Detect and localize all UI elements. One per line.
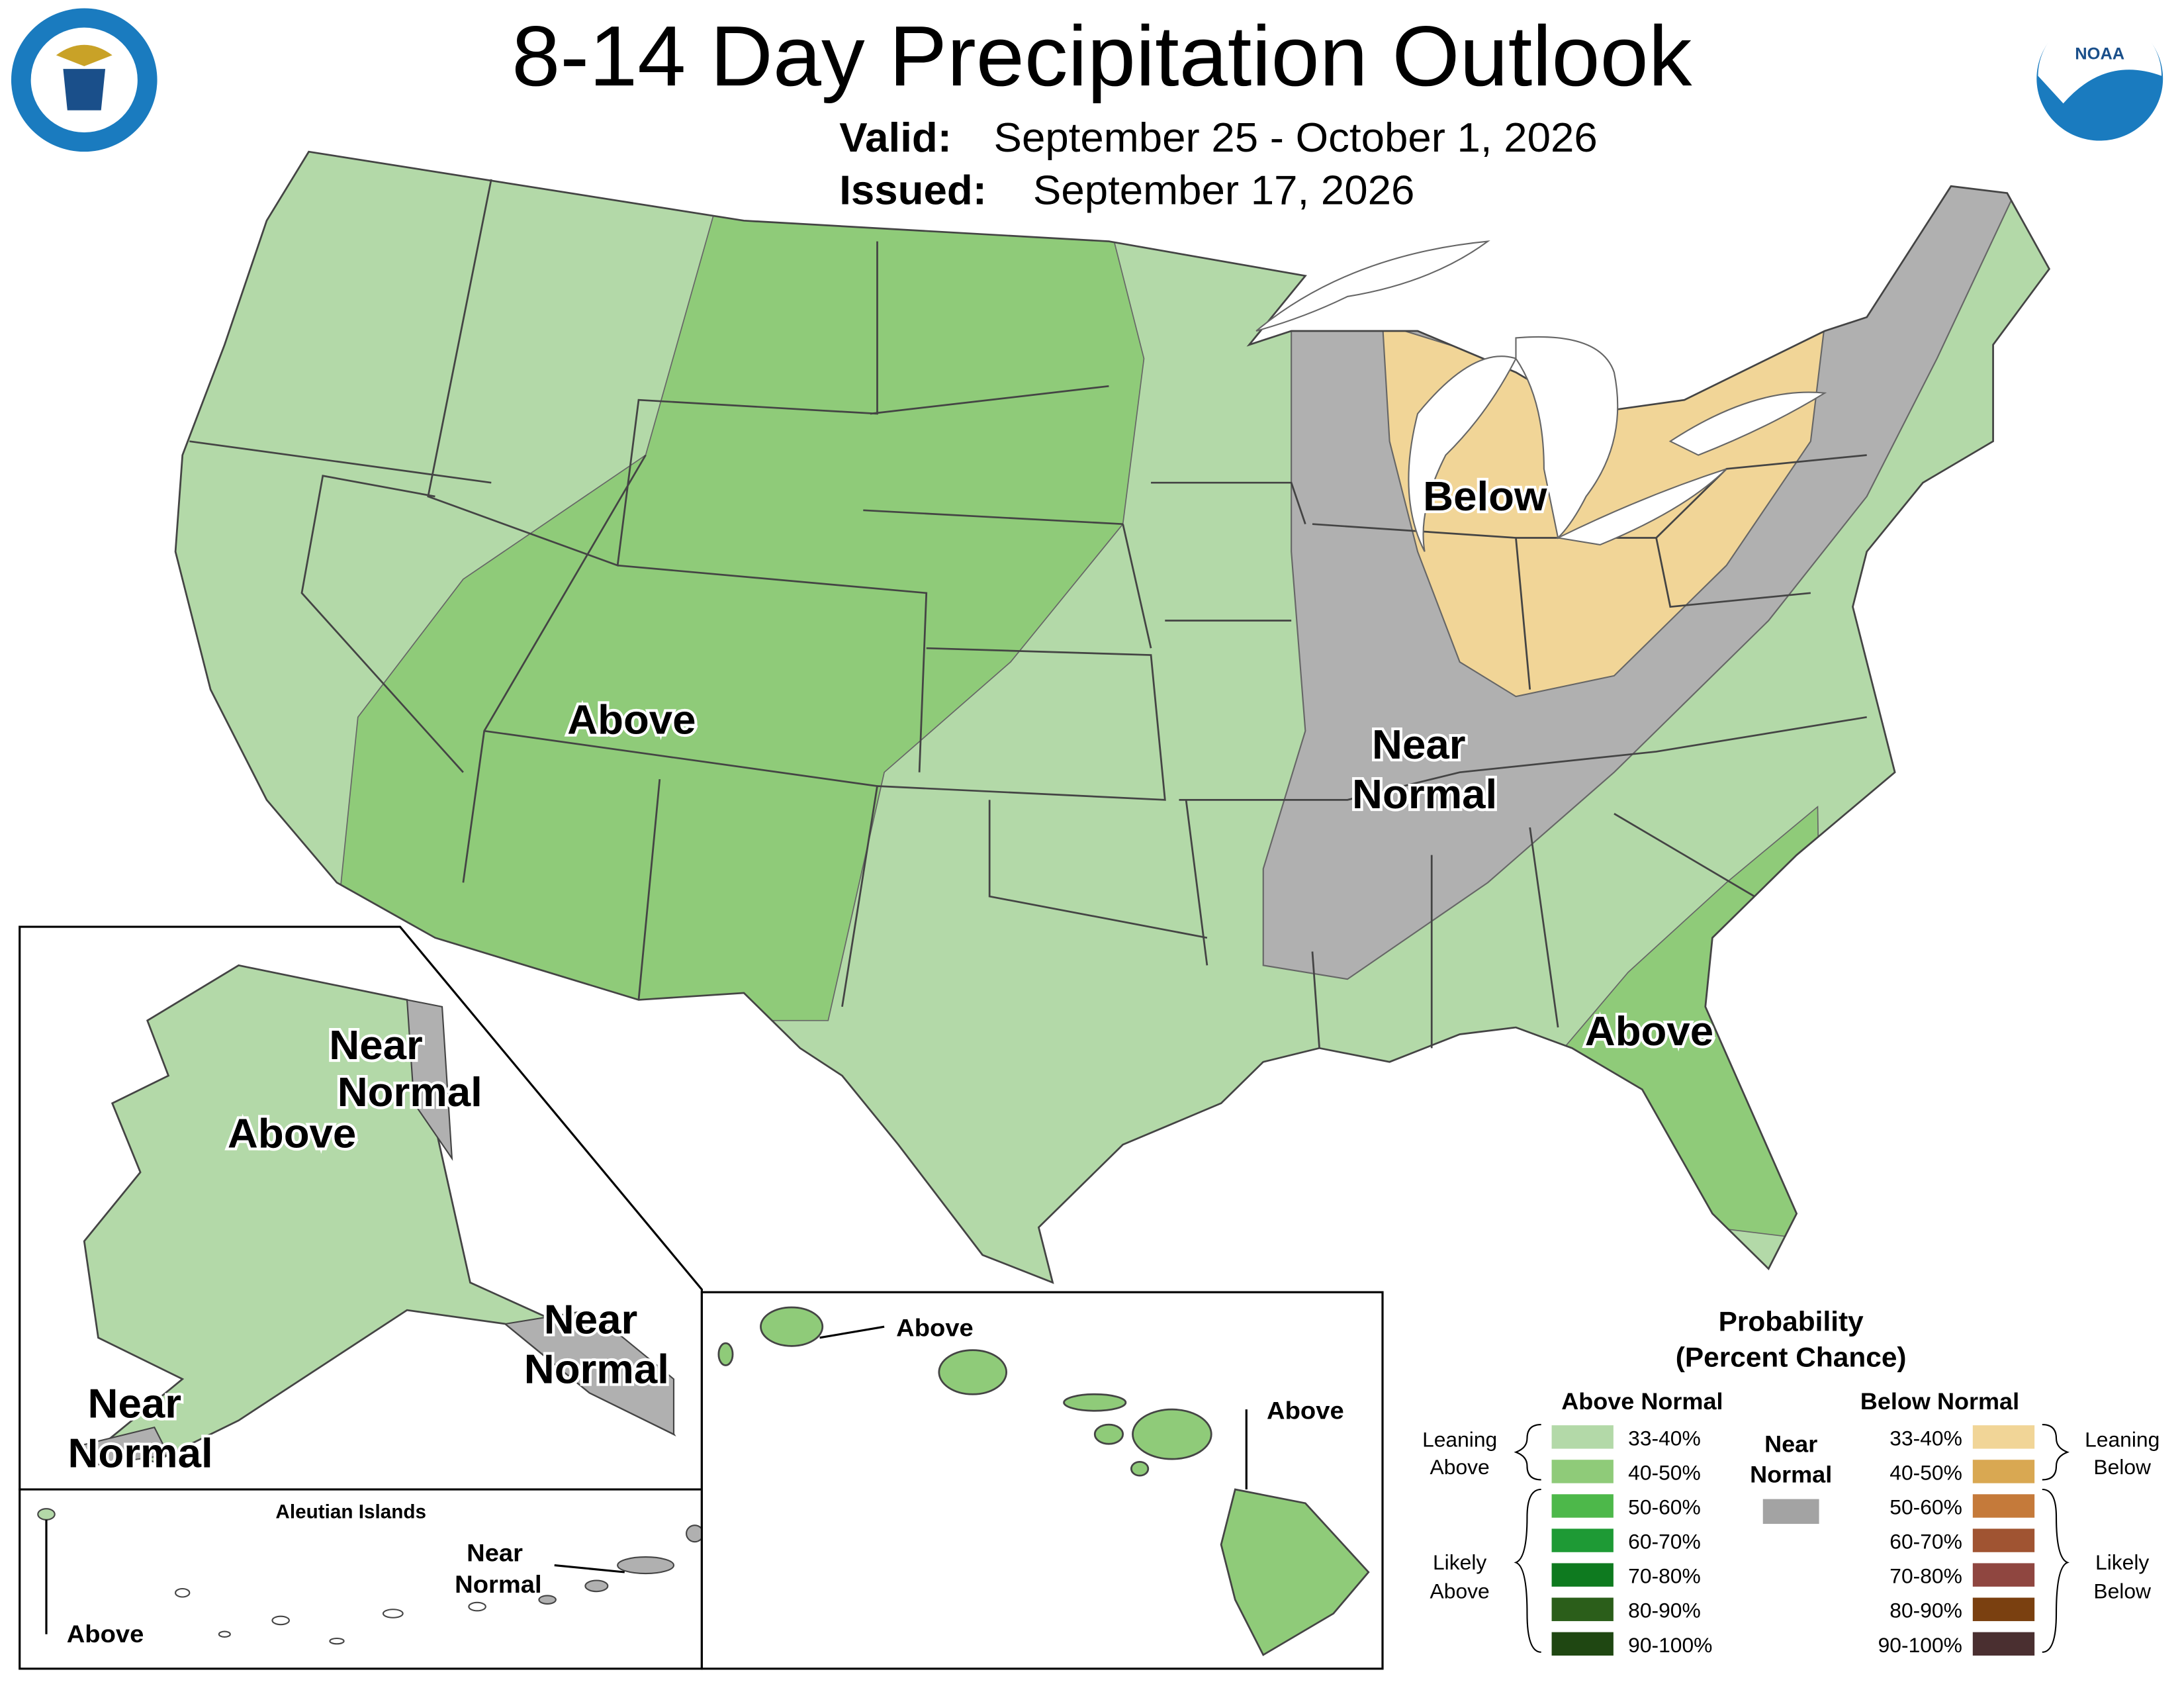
legend-title: (Percent Chance): [1676, 1342, 1907, 1373]
legend-range: 40-50%: [1889, 1461, 1962, 1485]
legend-swatch: [1971, 1424, 2036, 1450]
label-line: Normal: [524, 1346, 669, 1392]
legend-header: Above Normal: [1561, 1388, 1723, 1415]
legend-range: 90-100%: [1878, 1633, 1962, 1657]
label-line: Normal: [455, 1571, 542, 1599]
legend-swatch: [1971, 1527, 2036, 1554]
legend-range: 70-80%: [1628, 1564, 1701, 1588]
label-line: Normal: [1352, 771, 1497, 817]
legend-swatch: [1971, 1562, 2036, 1588]
legend-group: Above: [1430, 1455, 1490, 1479]
legend-header: Below Normal: [1860, 1388, 2019, 1415]
legend-range: 33-40%: [1628, 1427, 1701, 1450]
legend-swatch: [1550, 1596, 1615, 1623]
region-label: Above: [567, 697, 696, 743]
legend-group: Leaning: [2085, 1428, 2160, 1452]
svg-text:NOAA: NOAA: [2075, 45, 2124, 64]
legend-near: Normal: [1750, 1462, 1832, 1488]
region-label: Above: [896, 1315, 974, 1342]
legend-swatch: [1971, 1630, 2036, 1658]
hawaii-inset: [700, 1291, 1384, 1670]
region-label: Below: [1423, 473, 1547, 519]
label-line: Near: [467, 1540, 523, 1568]
label-line: Normal: [68, 1430, 213, 1476]
label-line: Near: [88, 1381, 181, 1427]
region-label: Above: [1267, 1397, 1344, 1425]
legend-group: Below: [2093, 1579, 2151, 1603]
issued-date: September 17, 2026: [1033, 167, 1414, 213]
legend-range: 50-60%: [1889, 1495, 1962, 1519]
legend-swatch: [1762, 1499, 1819, 1524]
legend-group: Above: [1430, 1579, 1490, 1603]
label-line: Normal: [338, 1069, 482, 1115]
region-label: Near Normal: [329, 1023, 482, 1115]
great-lakes: [1255, 240, 1827, 552]
legend-swatch: [1971, 1458, 2036, 1485]
legend-range: 70-80%: [1889, 1564, 1962, 1588]
commerce-logo: [11, 8, 158, 152]
legend-swatch: [1550, 1458, 1615, 1485]
label-line: Near: [544, 1297, 637, 1342]
title: 8-14 Day Precipitation Outlook: [512, 8, 1692, 104]
legend-swatch: [1971, 1596, 2036, 1623]
legend: Probability (Percent Chance) Above Norma…: [1422, 1306, 2160, 1658]
region-label: Near Normal: [524, 1297, 669, 1392]
legend-swatch: [1550, 1527, 1615, 1554]
legend-range: 60-70%: [1889, 1530, 1962, 1554]
region-label: Above: [228, 1111, 356, 1156]
region-label: Near Normal: [455, 1540, 542, 1599]
legend-group: Likely: [2095, 1550, 2150, 1574]
alaska-inset: [19, 925, 704, 1491]
legend-group: Likely: [1433, 1550, 1487, 1574]
legend-swatch: [1550, 1424, 1615, 1450]
legend-title: Probability: [1719, 1306, 1864, 1337]
legend-group: Below: [2093, 1455, 2151, 1479]
state-lines: [189, 179, 1867, 1049]
legend-range: 60-70%: [1628, 1530, 1701, 1554]
legend-brace: [1514, 1424, 2070, 1653]
legend-swatch: [1971, 1493, 2036, 1519]
inset-title: Aleutian Islands: [275, 1501, 426, 1523]
noaa-logo: NOAA: [2036, 15, 2163, 141]
legend-range: 50-60%: [1628, 1495, 1701, 1519]
legend-swatch: [1550, 1630, 1615, 1658]
region-label: Near Normal: [1352, 722, 1497, 817]
legend-swatch: [1550, 1493, 1615, 1519]
valid-dates: September 25 - October 1, 2026: [994, 115, 1598, 161]
valid-label: Valid:: [839, 115, 952, 161]
aleutian-inset: [19, 1488, 704, 1670]
legend-range: 33-40%: [1889, 1427, 1962, 1450]
legend-group: Leaning: [1422, 1428, 1497, 1452]
label-line: Near: [329, 1023, 422, 1068]
label-line: Near: [1372, 722, 1465, 767]
legend-range: 80-90%: [1889, 1599, 1962, 1622]
region-label: Above: [1585, 1009, 1713, 1055]
legend-range: 90-100%: [1628, 1633, 1712, 1657]
legend-range: 80-90%: [1628, 1599, 1701, 1622]
issued-label: Issued:: [839, 167, 987, 213]
region-label: Near Normal: [68, 1381, 213, 1476]
legend-swatch: [1550, 1562, 1615, 1588]
legend-range: 40-50%: [1628, 1461, 1701, 1485]
region-label: Above: [67, 1621, 144, 1649]
legend-near: Near: [1764, 1431, 1817, 1458]
